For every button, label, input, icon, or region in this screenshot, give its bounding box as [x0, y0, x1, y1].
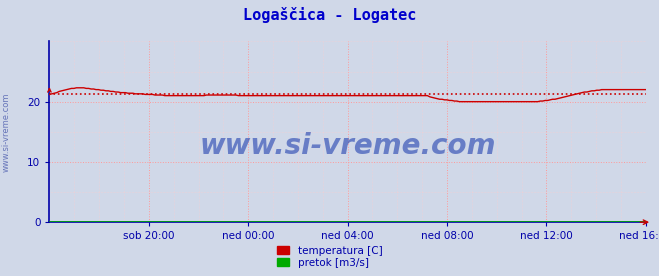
Text: www.si-vreme.com: www.si-vreme.com	[200, 132, 496, 160]
Text: Logaščica - Logatec: Logaščica - Logatec	[243, 7, 416, 23]
Text: www.si-vreme.com: www.si-vreme.com	[2, 93, 11, 172]
Legend: temperatura [C], pretok [m3/s]: temperatura [C], pretok [m3/s]	[273, 242, 386, 271]
